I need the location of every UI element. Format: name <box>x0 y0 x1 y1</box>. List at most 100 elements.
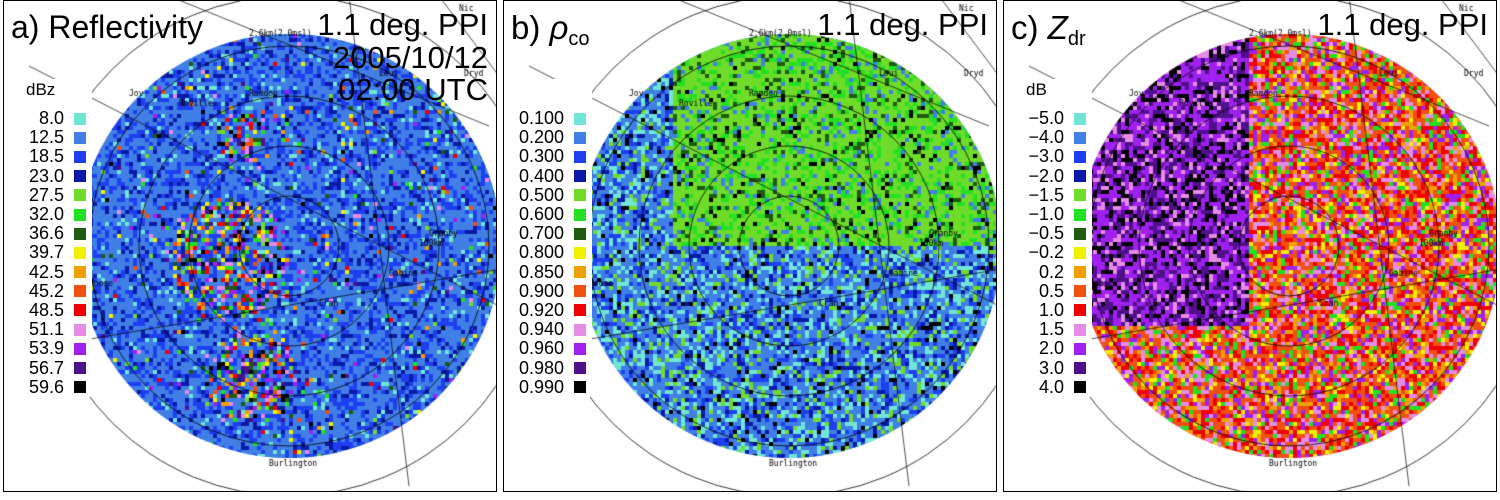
legend-swatch <box>1074 266 1086 279</box>
legend-value: −1.0 <box>1028 204 1064 225</box>
legend-swatch <box>74 208 86 221</box>
legend-entry: 45.2 <box>6 280 92 301</box>
legend-value: 12.5 <box>28 127 64 148</box>
legend-value: 0.900 <box>518 280 564 301</box>
legend-swatch <box>1074 381 1086 394</box>
scan-elevation-a: 1.1 deg. PPI <box>317 7 488 42</box>
legend-entry: 0.940 <box>506 319 592 340</box>
legend-entry: 42.5 <box>6 261 92 282</box>
legend-entry: −3.0 <box>1006 146 1092 167</box>
legend-entry: 0.2 <box>1006 262 1092 282</box>
panel-label-c: c) Zdr <box>1011 11 1086 49</box>
legend-swatch <box>1074 131 1086 144</box>
legend-entry: 53.9 <box>6 338 92 358</box>
panel-title-c: 1.1 deg. PPI <box>1317 8 1488 42</box>
legend-entry: 51.1 <box>6 319 92 340</box>
legend-swatch <box>74 342 86 355</box>
legend-swatch <box>1074 362 1086 375</box>
legend-value: 0.960 <box>518 338 564 359</box>
legend-swatch <box>1074 208 1086 221</box>
legend-swatch <box>574 246 586 259</box>
legend-swatch <box>1074 150 1086 163</box>
legend-value: 0.920 <box>518 299 564 320</box>
legend-value: 0.5 <box>1038 280 1064 301</box>
colorbar-legend-b: 0.100 0.200 0.300 0.400 0.500 0.600 0.700 0.800… <box>506 79 592 397</box>
panel-variable-sub-b: co <box>568 28 590 50</box>
legend-entry: 56.7 <box>6 357 92 378</box>
legend-entry: 0.850 <box>506 261 592 282</box>
colorbar-legend-c: dB −5.0 −4.0 −3.0 −2.0 −1.5 −1.0 −0.5 −0.2 0.2 0.… <box>1006 79 1092 397</box>
legend-unit-a: dBz <box>26 80 56 99</box>
legend-swatch <box>74 304 86 317</box>
legend-entry: 0.960 <box>506 338 592 359</box>
legend-entry: 4.0 <box>1006 376 1092 397</box>
legend-entry: 8.0 <box>6 108 92 128</box>
legend-value: 32.0 <box>28 204 64 225</box>
legend-value: 27.5 <box>28 184 64 205</box>
legend-entry: 2.0 <box>1006 338 1092 358</box>
legend-value: −3.0 <box>1028 146 1064 167</box>
legend-value: 18.5 <box>28 146 64 167</box>
legend-entry: −4.0 <box>1006 127 1092 148</box>
legend-entry: −2.0 <box>1006 165 1092 186</box>
legend-value: 0.940 <box>518 319 564 340</box>
legend-value: 0.850 <box>518 261 564 282</box>
legend-value: 39.7 <box>28 242 64 263</box>
legend-value: 0.800 <box>518 242 564 263</box>
legend-value: 0.300 <box>518 146 564 167</box>
legend-swatch <box>574 285 586 298</box>
legend-value: 56.7 <box>28 357 64 378</box>
legend-value: 36.6 <box>28 223 64 244</box>
legend-swatch <box>574 266 586 279</box>
legend-entry: 0.600 <box>506 204 592 224</box>
panel-variable-sub-c: dr <box>1067 28 1086 50</box>
legend-value: −5.0 <box>1028 108 1064 129</box>
panel-reflectivity: a) Reflectivity 1.1 deg. PPI 2005/10/12 … <box>3 0 497 492</box>
panel-title-b: 1.1 deg. PPI <box>817 7 988 42</box>
legend-entry: 0.920 <box>506 299 592 320</box>
scan-date: 2005/10/12 <box>332 39 488 75</box>
legend-entry: 23.0 <box>6 165 92 186</box>
legend-swatch <box>574 170 586 183</box>
legend-swatch <box>574 112 586 125</box>
legend-entry: 36.6 <box>6 223 92 244</box>
legend-entry: 0.980 <box>506 358 592 378</box>
legend-value: 45.2 <box>28 280 64 301</box>
scan-elevation-b: 1.1 deg. PPI <box>817 7 988 42</box>
legend-swatch <box>1074 227 1086 240</box>
legend-value: −2.0 <box>1028 165 1064 186</box>
legend-value: −4.0 <box>1028 127 1064 148</box>
legend-swatch <box>574 208 586 221</box>
legend-entry: 0.800 <box>506 242 592 263</box>
legend-swatch <box>74 323 86 336</box>
legend-value: 42.5 <box>28 261 64 282</box>
legend-entry: 32.0 <box>6 204 92 225</box>
legend-swatch <box>74 150 86 163</box>
legend-swatch <box>574 342 586 355</box>
legend-entry: −0.2 <box>1006 242 1092 262</box>
panel-title-a: 1.1 deg. PPI 2005/10/12 02:00 UTC <box>317 7 488 107</box>
legend-entry: 0.200 <box>506 127 592 147</box>
legend-value: 4.0 <box>1038 376 1064 397</box>
legend-value: 23.0 <box>28 165 64 186</box>
panel-letter-b: b) <box>511 9 541 46</box>
legend-swatch <box>574 189 586 202</box>
legend-value: 51.1 <box>28 319 64 340</box>
legend-value: 1.0 <box>1038 299 1064 320</box>
legend-unit-b <box>506 79 592 109</box>
legend-entry: −0.5 <box>1006 223 1092 243</box>
legend-entry: −5.0 <box>1006 108 1092 129</box>
legend-entry: 1.0 <box>1006 299 1092 320</box>
panel-letter-c: c) <box>1011 9 1039 46</box>
panel-letter-a: a) <box>11 9 40 45</box>
legend-entry: 12.5 <box>6 127 92 148</box>
legend-swatch <box>74 189 86 202</box>
legend-swatch <box>574 362 586 375</box>
legend-value: 48.5 <box>28 299 64 320</box>
legend-value: 0.500 <box>518 184 564 205</box>
legend-swatch <box>74 266 86 279</box>
legend-swatch <box>74 285 86 298</box>
legend-swatch <box>1074 285 1086 298</box>
legend-swatch <box>574 381 586 394</box>
legend-entry: 0.700 <box>506 223 592 243</box>
